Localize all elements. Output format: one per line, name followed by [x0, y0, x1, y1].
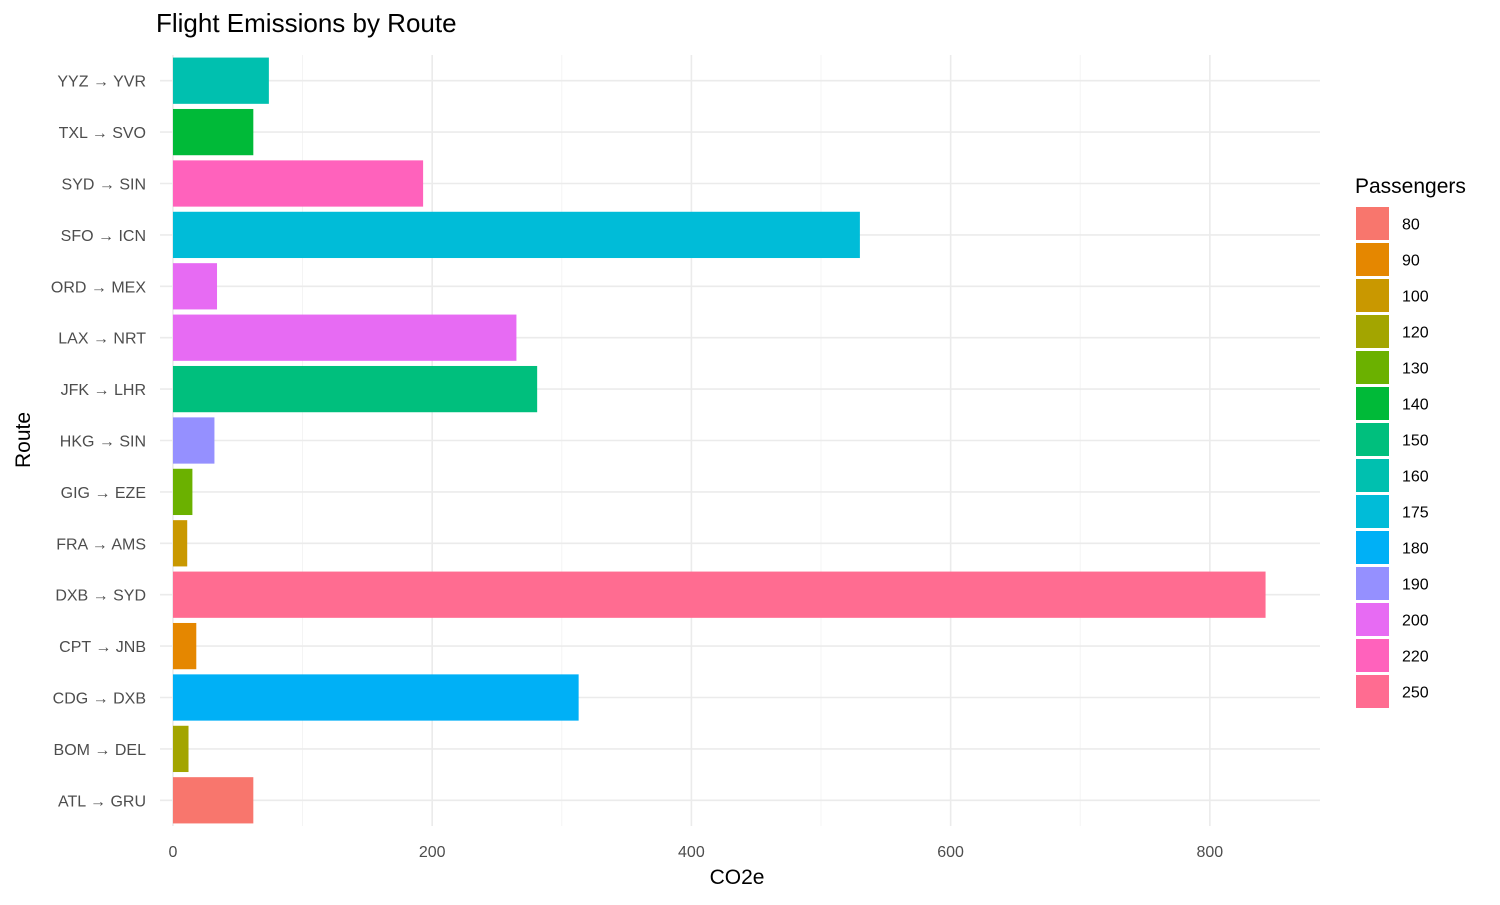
y-tick-label: CDG → DXB: [53, 691, 146, 708]
legend-swatch: [1356, 531, 1389, 564]
legend-entry: 250: [1356, 675, 1429, 708]
legend-entries: 80 90 100 120 130 140 150 160 175 180 190 200 220 250: [1356, 207, 1429, 708]
x-axis-ticks: 0 200 400 600 800: [169, 844, 1224, 861]
legend-swatch: [1356, 567, 1389, 600]
bar-hkg-sin: [172, 417, 215, 464]
legend-label: 90: [1402, 253, 1420, 270]
legend-swatch: [1356, 603, 1389, 636]
y-tick-label: BOM → DEL: [54, 742, 147, 759]
y-tick-label: GIG → EZE: [61, 485, 146, 502]
legend-swatch: [1356, 315, 1389, 348]
bar-dxb-syd: [172, 571, 1266, 618]
legend-entry: 140: [1356, 387, 1429, 420]
legend-entry: 80: [1356, 207, 1420, 240]
legend-label: 180: [1402, 541, 1429, 558]
legend-entry: 150: [1356, 423, 1429, 456]
bar-lax-nrt: [172, 314, 517, 361]
legend-swatch: [1356, 459, 1389, 492]
legend-swatch: [1356, 207, 1389, 240]
legend-swatch: [1356, 351, 1389, 384]
legend: Passengers 80 90 100 120 130 140 150 160 175 180 1…: [1355, 175, 1466, 708]
y-tick-label: SFO → ICN: [61, 228, 146, 245]
bar-bom-del: [172, 725, 189, 773]
y-tick-label: FRA → AMS: [56, 536, 146, 553]
legend-title: Passengers: [1355, 175, 1466, 198]
bar-jfk-lhr: [172, 365, 538, 413]
x-tick-label: 0: [169, 844, 178, 861]
legend-entry: 120: [1356, 315, 1429, 348]
legend-label: 80: [1402, 217, 1420, 234]
legend-label: 160: [1402, 469, 1429, 486]
legend-label: 200: [1402, 613, 1429, 630]
bar-cpt-jnb: [172, 622, 197, 670]
legend-label: 140: [1402, 397, 1429, 414]
bar-gig-eze: [172, 468, 193, 516]
y-tick-label: CPT → JNB: [59, 639, 146, 656]
legend-label: 220: [1402, 649, 1429, 666]
legend-swatch: [1356, 279, 1389, 312]
y-tick-label: ATL → GRU: [58, 793, 146, 810]
legend-label: 150: [1402, 433, 1429, 450]
legend-label: 100: [1402, 289, 1429, 306]
y-tick-label: YYZ → YVR: [57, 74, 146, 91]
x-axis-title: CO2e: [710, 866, 765, 889]
legend-entry: 175: [1356, 495, 1429, 528]
bar-txl-svo: [172, 108, 254, 156]
legend-entry: 180: [1356, 531, 1429, 564]
legend-entry: 200: [1356, 603, 1429, 636]
bar-cdg-dxb: [172, 674, 579, 721]
legend-swatch: [1356, 639, 1389, 672]
legend-entry: 220: [1356, 639, 1429, 672]
x-tick-label: 600: [937, 844, 964, 861]
bar-yyz-yvr: [172, 57, 269, 104]
bar-sfo-icn: [172, 211, 860, 259]
legend-entry: 160: [1356, 459, 1429, 492]
y-tick-label: SYD → SIN: [62, 177, 146, 194]
legend-entry: 130: [1356, 351, 1429, 384]
y-axis-title: Route: [12, 412, 35, 468]
y-tick-label: ORD → MEX: [51, 279, 146, 296]
legend-label: 120: [1402, 325, 1429, 342]
legend-swatch: [1356, 495, 1389, 528]
bars: [172, 57, 1266, 824]
bar-ord-mex: [172, 263, 218, 310]
x-tick-label: 400: [678, 844, 705, 861]
legend-swatch: [1356, 243, 1389, 276]
y-tick-label: HKG → SIN: [60, 434, 146, 451]
legend-swatch: [1356, 423, 1389, 456]
legend-label: 190: [1402, 577, 1429, 594]
bar-fra-ams: [172, 520, 188, 567]
legend-entry: 90: [1356, 243, 1420, 276]
y-tick-label: TXL → SVO: [59, 125, 146, 142]
bar-syd-sin: [172, 160, 424, 207]
x-tick-label: 200: [419, 844, 446, 861]
x-tick-label: 800: [1196, 844, 1223, 861]
chart-title: Flight Emissions by Route: [156, 8, 457, 38]
y-tick-label: JFK → LHR: [61, 382, 146, 399]
legend-entry: 190: [1356, 567, 1429, 600]
legend-label: 175: [1402, 505, 1429, 522]
y-axis-ticks: ATL → GRU BOM → DEL CDG → DXB CPT → JNB DXB …: [51, 74, 146, 811]
legend-entry: 100: [1356, 279, 1429, 312]
legend-swatch: [1356, 387, 1389, 420]
y-tick-label: DXB → SYD: [55, 588, 146, 605]
legend-swatch: [1356, 675, 1389, 708]
y-tick-label: LAX → NRT: [58, 331, 146, 348]
legend-label: 130: [1402, 361, 1429, 378]
legend-label: 250: [1402, 685, 1429, 702]
bar-atl-gru: [172, 777, 254, 824]
